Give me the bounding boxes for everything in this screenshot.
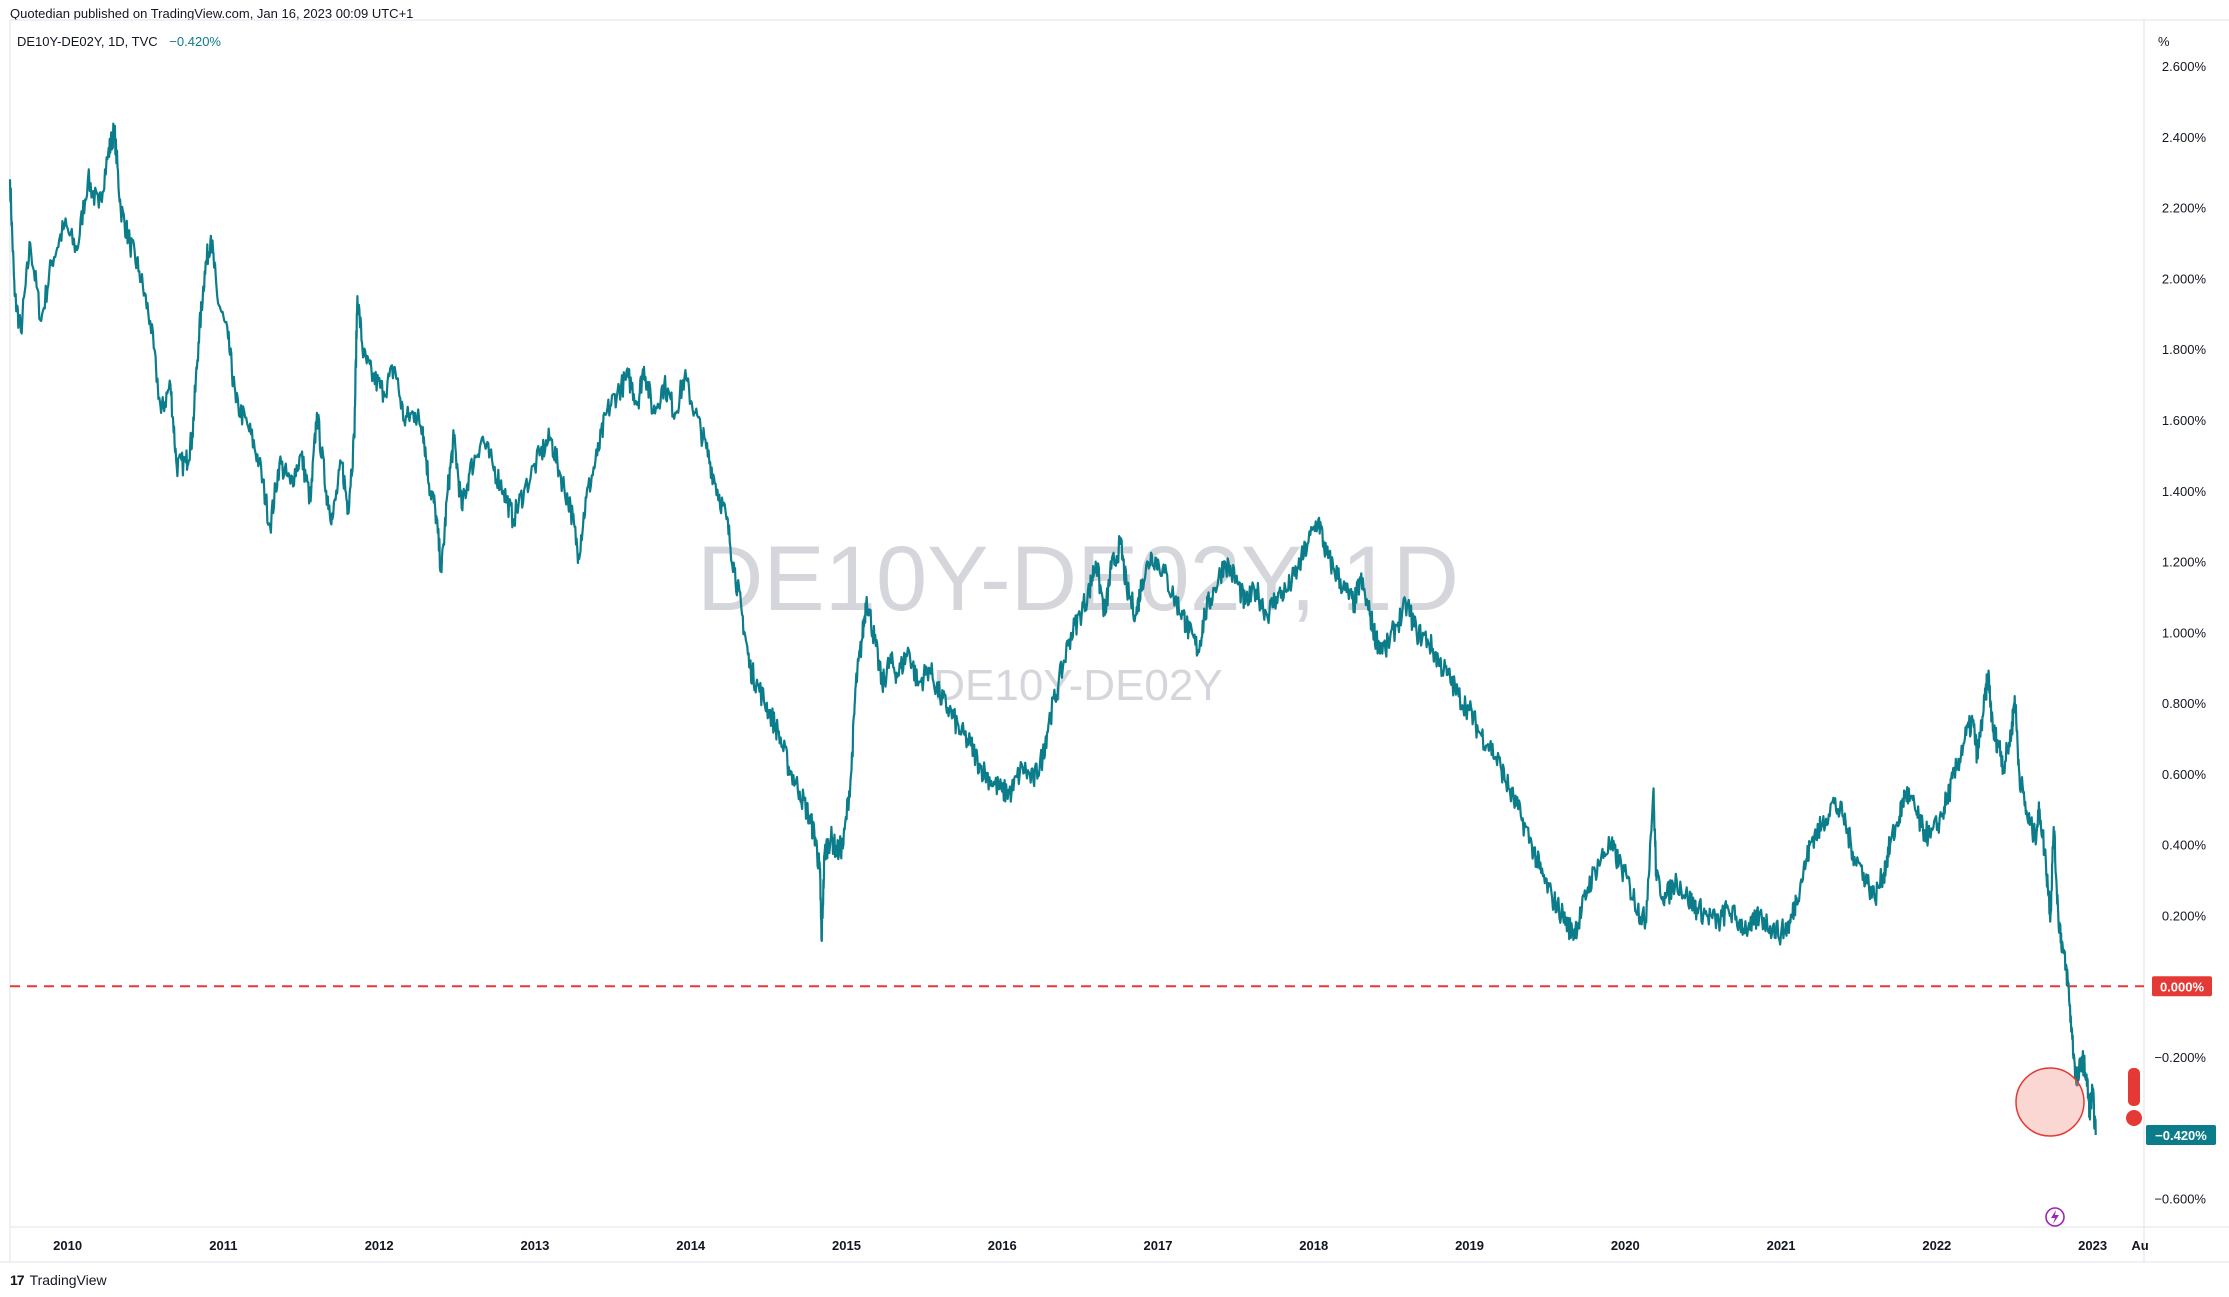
x-axis-ticks: 2010 2011 2012 2013 2014 2015 2016 2017 2018 2019… <box>53 1238 2149 1253</box>
y-tick-label: 0.800% <box>2162 696 2207 711</box>
x-tick-label: 2017 <box>1144 1238 1173 1253</box>
y-tick-label: 2.600% <box>2162 59 2207 74</box>
y-tick-label: 0.200% <box>2162 909 2207 924</box>
zero-line-label: 0.000% <box>2160 979 2205 994</box>
footer-brand: TradingView <box>29 1272 107 1288</box>
y-tick-label: 2.200% <box>2162 201 2207 216</box>
y-tick-label: 1.600% <box>2162 413 2207 428</box>
y-tick-label: 0.600% <box>2162 767 2207 782</box>
y-tick-label: 1.800% <box>2162 342 2207 357</box>
tradingview-logo-icon: 17 <box>10 1272 25 1288</box>
x-tick-label: 2013 <box>520 1238 549 1253</box>
highlight-circle <box>2015 1067 2085 1137</box>
legend-symbol: DE10Y-DE02Y, 1D, TVC <box>17 34 158 49</box>
chart-legend: DE10Y-DE02Y, 1D, TVC −0.420% <box>17 34 221 49</box>
event-lightning-icon[interactable] <box>2045 1207 2065 1227</box>
x-tick-label: 2011 <box>209 1238 237 1253</box>
y-tick-label: 1.000% <box>2162 625 2207 640</box>
x-tick-label: 2022 <box>1922 1238 1951 1253</box>
published-header: Quotedian published on TradingView.com, … <box>10 6 414 21</box>
y-tick-label: 0.400% <box>2162 838 2207 853</box>
exclamation-mark-icon <box>2126 1068 2142 1126</box>
last-value-badge: −0.420% <box>2146 1124 2216 1145</box>
x-tick-label: 2018 <box>1299 1238 1328 1253</box>
x-tick-label: 2015 <box>832 1238 861 1253</box>
x-tick-label: 2014 <box>676 1238 706 1253</box>
y-tick-label: 2.400% <box>2162 130 2207 145</box>
x-tick-label: Au <box>2131 1238 2148 1253</box>
x-tick-label: 2020 <box>1611 1238 1640 1253</box>
y-axis-unit: % <box>2158 34 2170 49</box>
y-tick-label: 2.000% <box>2162 271 2207 286</box>
zero-line-badge: 0.000% <box>2152 976 2212 997</box>
watermark-small: DE10Y-DE02Y <box>933 661 1222 710</box>
footer: 17 TradingView <box>10 1272 107 1288</box>
y-tick-label: 1.400% <box>2162 484 2207 499</box>
x-tick-label: 2019 <box>1455 1238 1484 1253</box>
x-tick-label: 2021 <box>1767 1238 1796 1253</box>
y-tick-label: −0.600% <box>2154 1192 2206 1207</box>
y-tick-label: 1.200% <box>2162 555 2207 570</box>
last-value-label: −0.420% <box>2155 1128 2207 1143</box>
x-tick-label: 2010 <box>53 1238 82 1253</box>
legend-value: −0.420% <box>169 34 221 49</box>
y-axis-ticks: 2.600% 2.400% 2.200% 2.000% 1.800% 1.600% 1.40… <box>2154 59 2206 1207</box>
x-tick-label: 2016 <box>988 1238 1017 1253</box>
y-tick-label: −0.200% <box>2154 1050 2206 1065</box>
series-line <box>8 122 2097 1136</box>
x-tick-label: 2023 <box>2078 1238 2107 1253</box>
x-tick-label: 2012 <box>365 1238 394 1253</box>
